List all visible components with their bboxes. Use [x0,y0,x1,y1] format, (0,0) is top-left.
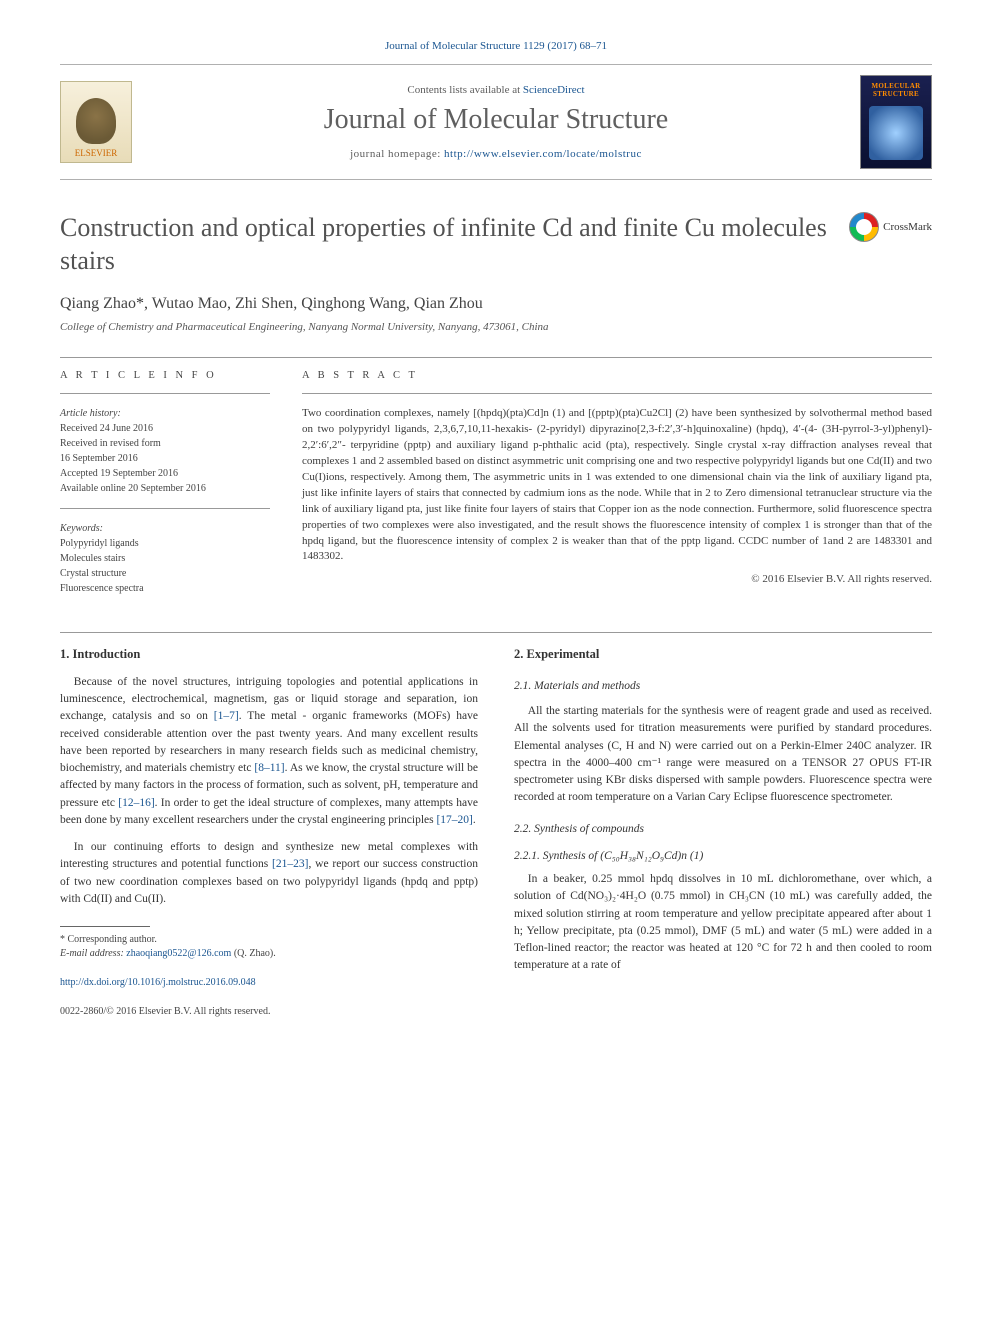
journal-cover-thumb: MOLECULAR STRUCTURE [860,75,932,169]
history-line: Received 24 June 2016 [60,421,270,436]
doi-line: http://dx.doi.org/10.1016/j.molstruc.201… [60,975,478,990]
journal-title: Journal of Molecular Structure [148,104,844,136]
homepage-link[interactable]: http://www.elsevier.com/locate/molstruc [444,148,642,160]
divider-kw [60,508,270,509]
left-column: 1. Introduction Because of the novel str… [60,645,478,1019]
ref-21-23[interactable]: [21–23] [272,858,308,870]
ref-12-16[interactable]: [12–16] [118,797,154,809]
email-link[interactable]: zhaoqiang0522@126.com [126,948,231,959]
history-line: Accepted 19 September 2016 [60,466,270,481]
ref-17-20[interactable]: [17–20] [436,814,472,826]
homepage-line: journal homepage: http://www.elsevier.co… [148,148,844,160]
intro-para-1: Because of the novel structures, intrigu… [60,674,478,829]
intro-p1-e: . [473,814,476,826]
title-row: Construction and optical properties of i… [60,212,932,277]
section-2-1-heading: 2.1. Materials and methods [514,678,932,695]
sciencedirect-link[interactable]: ScienceDirect [523,84,585,96]
history-line: Received in revised form [60,436,270,451]
article-info-col: A R T I C L E I N F O Article history: R… [60,370,270,596]
crossmark-icon [849,212,879,242]
corresponding-author-note: * Corresponding author. [60,933,478,947]
elsevier-logo-text: ELSEVIER [75,148,118,158]
journal-header: ELSEVIER Contents lists available at Sci… [60,64,932,180]
exp-para-1: All the starting materials for the synth… [514,703,932,807]
divider-info [60,393,270,394]
keywords-label: Keywords: [60,523,270,534]
ref-8-11[interactable]: [8–11] [254,762,284,774]
cover-image-icon [869,106,923,160]
copyright-line: © 2016 Elsevier B.V. All rights reserved… [302,573,932,585]
cover-text-2: STRUCTURE [873,90,919,98]
abstract-col: A B S T R A C T Two coordination complex… [302,370,932,596]
cover-text-1: MOLECULAR [872,82,921,90]
keyword: Polypyridyl ligands [60,536,270,551]
abstract-text: Two coordination complexes, namely [(hpd… [302,406,932,565]
exp-para-2: In a beaker, 0.25 mmol hpdq dissolves in… [514,871,932,975]
history-line: Available online 20 September 2016 [60,481,270,496]
history-line: 16 September 2016 [60,451,270,466]
divider-top [60,357,932,358]
body-columns: 1. Introduction Because of the novel str… [60,645,932,1019]
doi-link[interactable]: http://dx.doi.org/10.1016/j.molstruc.201… [60,977,256,988]
crossmark-badge[interactable]: CrossMark [849,212,932,242]
info-abstract-row: A R T I C L E I N F O Article history: R… [60,370,932,596]
header-center: Contents lists available at ScienceDirec… [148,84,844,160]
article-title: Construction and optical properties of i… [60,212,837,277]
elsevier-logo: ELSEVIER [60,81,132,163]
elsevier-tree-icon [76,98,116,144]
crossmark-label: CrossMark [883,221,932,233]
right-column: 2. Experimental 2.1. Materials and metho… [514,645,932,1019]
ref-1-7[interactable]: [1–7] [214,710,239,722]
intro-para-2: In our continuing efforts to design and … [60,839,478,908]
contents-line: Contents lists available at ScienceDirec… [148,84,844,96]
footnote-separator [60,926,150,927]
email-line: E-mail address: zhaoqiang0522@126.com (Q… [60,947,478,961]
keyword: Fluorescence spectra [60,581,270,596]
issn-copyright: 0022-2860/© 2016 Elsevier B.V. All right… [60,1004,478,1019]
contents-prefix: Contents lists available at [407,84,522,96]
keyword: Molecules stairs [60,551,270,566]
citation-line: Journal of Molecular Structure 1129 (201… [60,40,932,52]
section-2-2-1-heading: 2.2.1. Synthesis of (C₅₀H₃₈N₁₂O₉Cd)n (1) [514,848,932,865]
homepage-prefix: journal homepage: [350,148,444,160]
abstract-header: A B S T R A C T [302,370,932,381]
email-suffix: (Q. Zhao). [231,948,275,959]
history-label: Article history: [60,406,270,421]
section-2-heading: 2. Experimental [514,645,932,664]
divider-abs [302,393,932,394]
affiliation: College of Chemistry and Pharmaceutical … [60,321,932,333]
author-list: Qiang Zhao*, Wutao Mao, Zhi Shen, Qingho… [60,295,932,313]
email-label: E-mail address: [60,948,126,959]
section-1-heading: 1. Introduction [60,645,478,664]
divider-below-abs [60,632,932,633]
section-2-2-heading: 2.2. Synthesis of compounds [514,821,932,838]
article-info-header: A R T I C L E I N F O [60,370,270,381]
keyword: Crystal structure [60,566,270,581]
